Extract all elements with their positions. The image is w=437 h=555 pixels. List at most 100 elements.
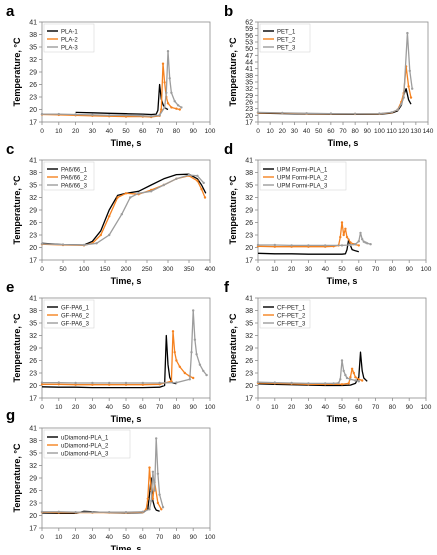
x-tick-label: 20 (72, 404, 80, 411)
series-point-2 (361, 379, 364, 382)
series-point-3 (155, 437, 158, 440)
legend-label: GF-PA6_2 (61, 313, 90, 319)
x-tick-label: 30 (305, 266, 313, 273)
series-point-2 (175, 107, 178, 110)
series-point-3 (332, 382, 335, 385)
series-point-2 (108, 215, 111, 218)
panel-letter: d (224, 141, 233, 158)
series-point-3 (329, 112, 333, 115)
x-tick-label: 350 (184, 266, 195, 273)
series-point-3 (74, 113, 77, 116)
series-point-3 (150, 115, 153, 118)
series-point-2 (146, 497, 149, 500)
series-point-3 (307, 244, 310, 247)
y-tick-label: 35 (29, 451, 37, 458)
series-point-3 (108, 233, 111, 237)
series-line-1 (257, 238, 359, 255)
series-point-3 (408, 69, 411, 73)
legend-box (43, 23, 95, 53)
series-point-3 (40, 510, 44, 513)
series-point-3 (349, 243, 352, 247)
series-point-2 (196, 179, 199, 182)
y-tick-label: 17 (29, 258, 37, 265)
series-point-3 (153, 489, 156, 492)
y-tick-label: 26 (245, 220, 253, 227)
series-point-3 (290, 244, 293, 247)
series-point-2 (340, 383, 344, 386)
legend-label: UPM Formi-PLA_3 (277, 183, 328, 189)
series-point-3 (273, 243, 276, 247)
y-tick-label: 38 (245, 308, 253, 315)
series-line-1 (41, 334, 177, 389)
y-axis-title: Temperature, °C (12, 175, 22, 244)
series-point-3 (158, 114, 161, 117)
series-point-3 (187, 173, 191, 177)
series-point-3 (340, 244, 344, 247)
x-tick-label: 250 (142, 266, 153, 273)
y-tick-label: 26 (29, 220, 37, 227)
y-tick-label: 41 (29, 158, 37, 165)
y-tick-label: 41 (245, 158, 253, 165)
legend-label: PET_2 (277, 37, 296, 43)
series-point-3 (256, 381, 260, 384)
panel-letter: a (6, 3, 15, 20)
y-tick-label: 17 (29, 120, 37, 127)
series-point-3 (137, 192, 140, 195)
series-point-2 (203, 196, 207, 199)
series-point-3 (57, 112, 60, 116)
series-point-3 (305, 112, 308, 115)
x-tick-label: 300 (163, 266, 174, 273)
series-point-3 (141, 381, 144, 385)
x-tick-label: 90 (190, 404, 198, 411)
series-point-2 (91, 383, 94, 386)
series-point-3 (361, 238, 364, 241)
series-point-3 (163, 106, 166, 109)
series-point-3 (359, 231, 362, 235)
y-tick-label: 23 (245, 371, 253, 378)
x-tick-label: 50 (122, 404, 130, 411)
x-tick-label: 100 (374, 128, 385, 135)
y-tick-label: 41 (245, 296, 253, 303)
series-point-3 (202, 369, 205, 373)
series-point-3 (124, 511, 128, 514)
y-tick-label: 35 (245, 80, 253, 87)
y-tick-label: 41 (29, 20, 37, 27)
series-point-3 (188, 378, 191, 381)
series-point-3 (349, 378, 352, 381)
series-point-3 (196, 174, 199, 177)
y-axis-title: Temperature, °C (12, 37, 22, 106)
series-point-3 (406, 31, 409, 35)
series-line-2 (41, 466, 162, 514)
x-tick-label: 400 (205, 266, 216, 273)
y-tick-label: 26 (29, 358, 37, 365)
y-tick-label: 32 (245, 86, 253, 93)
x-tick-label: 0 (256, 266, 260, 273)
legend-label: PA6/66_2 (61, 175, 88, 181)
series-point-3 (40, 112, 44, 116)
series-point-3 (141, 510, 144, 513)
series-point-3 (150, 190, 153, 193)
series-point-2 (170, 380, 173, 383)
series-line-1 (257, 351, 368, 387)
series-point-2 (178, 365, 181, 368)
y-tick-label: 23 (29, 371, 37, 378)
x-tick-label: 50 (315, 128, 323, 135)
y-tick-label: 53 (245, 40, 253, 47)
series-line-1 (41, 477, 160, 515)
series-line-1 (41, 173, 207, 246)
series-point-2 (339, 235, 342, 239)
series-point-3 (173, 100, 176, 103)
legend-label: CF-PET_3 (277, 321, 306, 327)
series-point-3 (40, 381, 44, 384)
y-tick-label: 32 (245, 195, 253, 202)
legend-box (43, 429, 131, 459)
x-tick-label: 50 (59, 266, 67, 273)
series-point-3 (256, 243, 260, 247)
series-line-3 (42, 50, 182, 117)
x-tick-label: 60 (139, 404, 147, 411)
y-axis-title: Temperature, °C (228, 313, 238, 382)
series-point-2 (352, 371, 355, 375)
